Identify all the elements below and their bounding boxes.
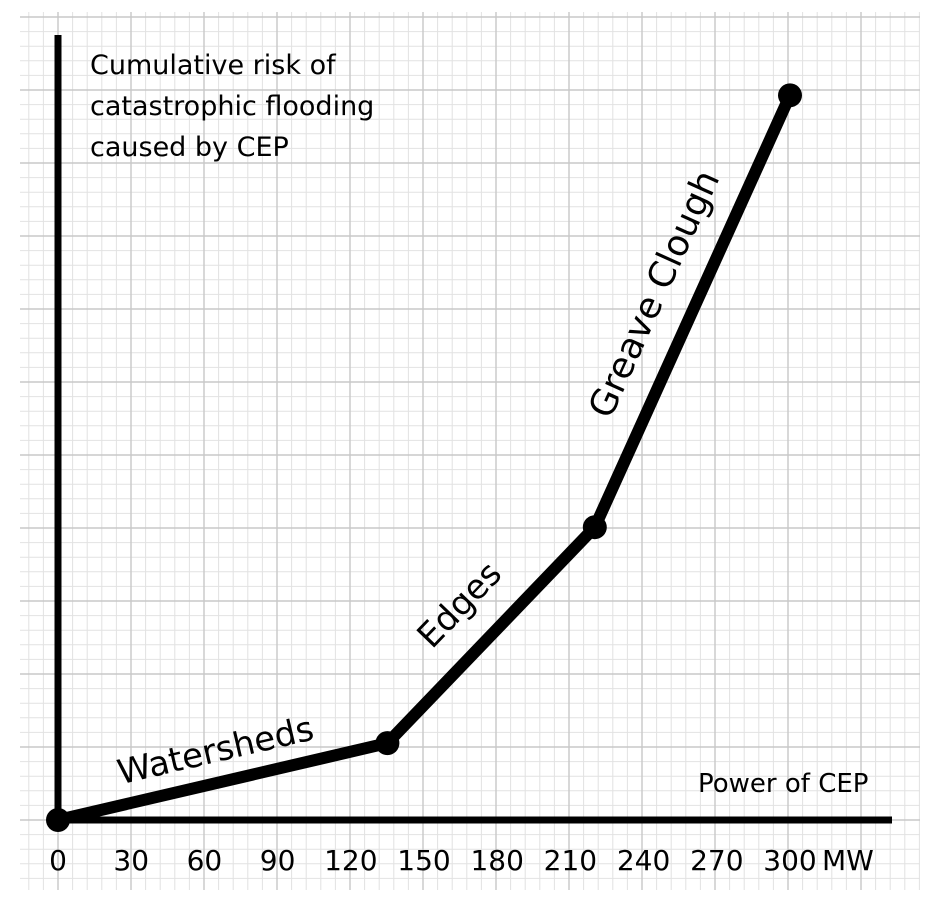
x-axis-unit: MW [822,844,874,877]
data-point [46,808,70,832]
data-point [375,731,400,756]
x-tick-labels: 0 30 60 90 120 150 180 210 240 270 300 [49,844,817,877]
data-points [46,83,802,832]
x-tick-label: 90 [260,844,296,877]
y-axis-label-line: Cumulative risk of [90,50,337,81]
x-tick-label: 300 [763,844,816,877]
x-tick-label: 60 [187,844,223,877]
x-tick-label: 120 [324,844,377,877]
x-tick-label: 180 [470,844,523,877]
x-axis-label: Power of CEP [698,769,868,799]
x-tick-label: 210 [544,844,597,877]
data-point [778,83,802,108]
x-tick-label: 150 [397,844,450,877]
x-tick-label: 270 [690,844,743,877]
y-axis-label-line: catastrophic flooding [90,91,374,122]
x-tick-label: 30 [113,844,149,877]
y-axis-label-line: caused by CEP [90,132,289,163]
x-tick-label: 240 [617,844,670,877]
data-point [582,515,607,540]
risk-series-line [52,89,796,826]
y-axis-label: Cumulative risk of catastrophic flooding c… [90,50,374,163]
x-tick-label: 0 [49,844,67,877]
